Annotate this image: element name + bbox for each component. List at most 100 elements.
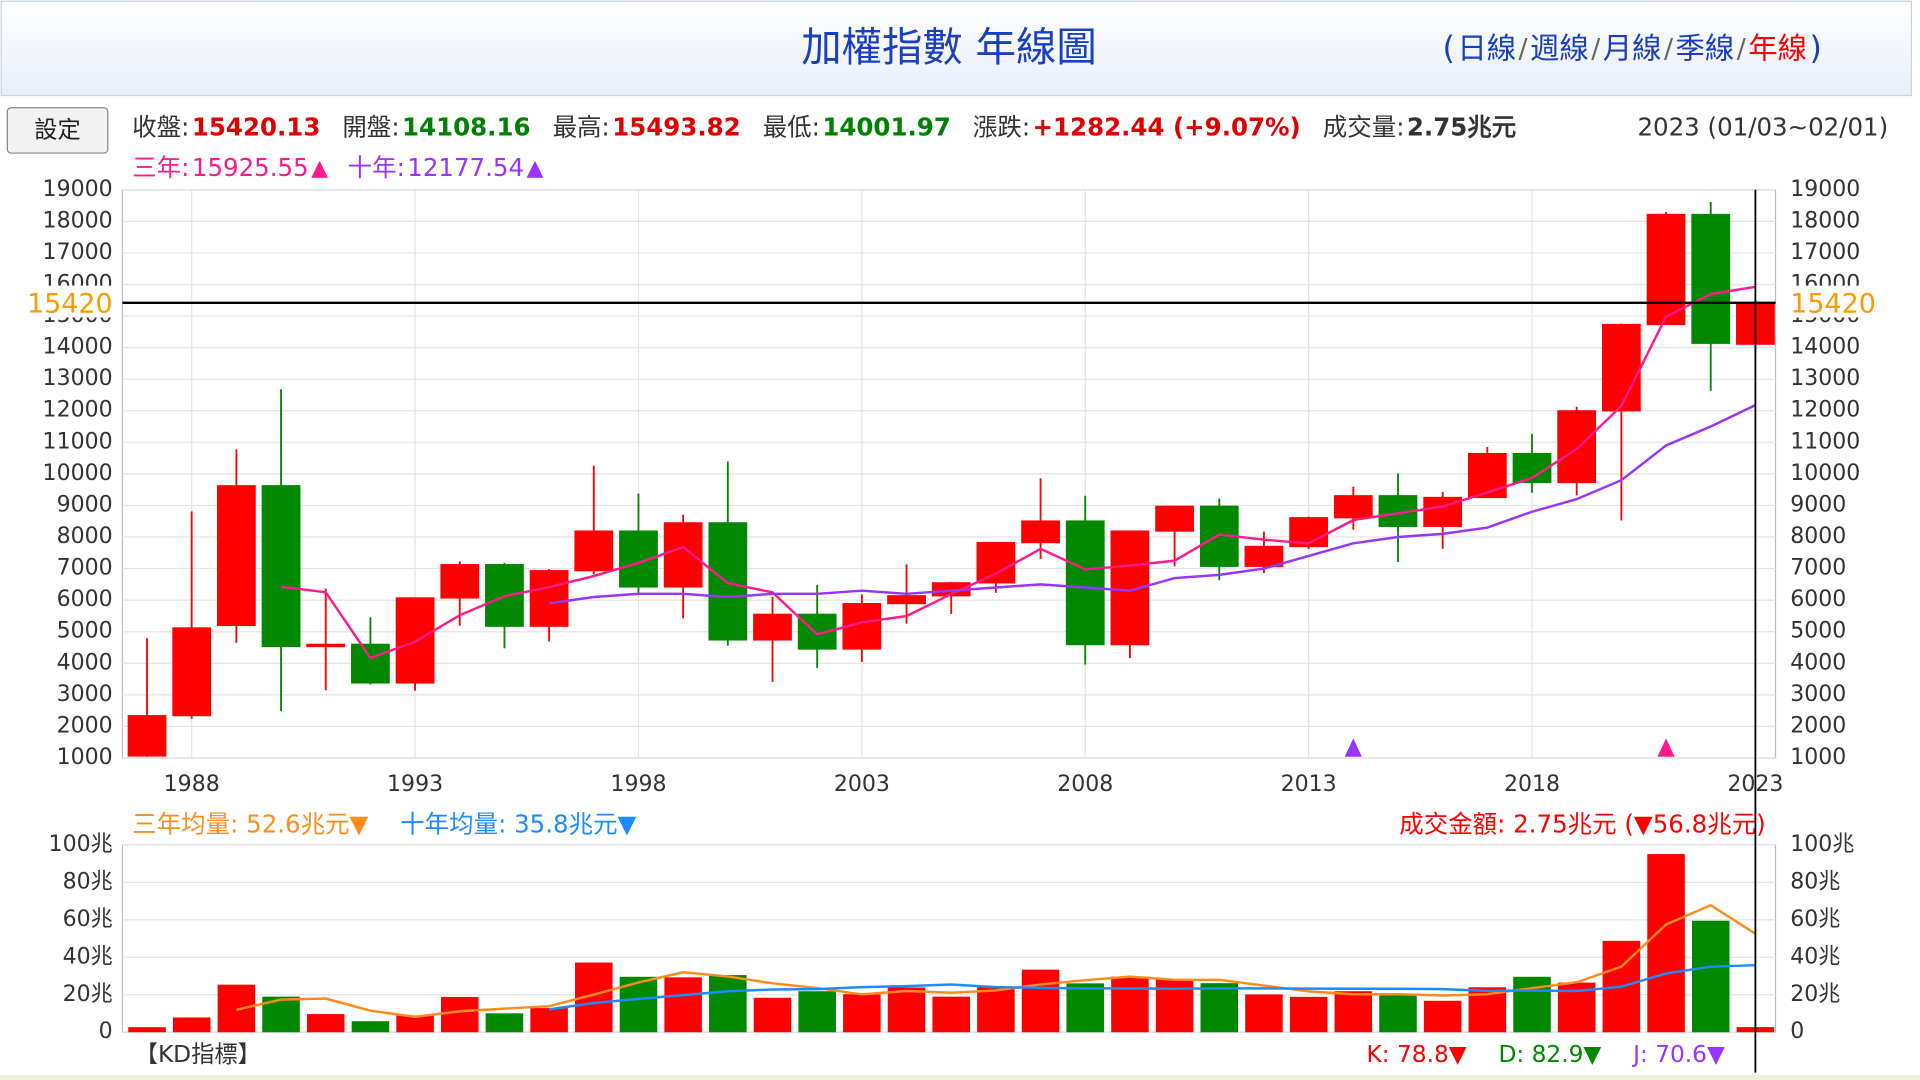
last-price-bg [1785,285,1884,318]
volume-bar [128,1027,166,1033]
separator: / [1737,34,1747,65]
volume-bar [977,987,1015,1033]
y2-tick-label: 20兆 [1790,982,1840,1007]
quote-label: 成交量: [1323,113,1405,142]
chart-title: 加權指數 年線圖 [801,23,1097,71]
signal-marker [1657,738,1675,757]
ma-label: 十年: [348,153,405,182]
period-link[interactable]: 月線 [1603,32,1662,66]
x-tick-label: 2003 [834,772,890,797]
volume-bar [1423,1000,1462,1033]
volume-bar [396,1015,434,1033]
volume-bar [753,997,792,1033]
y-tick-label: 3000 [57,682,113,707]
period-link[interactable]: 季線 [1676,32,1735,66]
candle-body [1467,452,1507,499]
candle-body [1691,213,1731,344]
candle-body [1333,495,1373,519]
settings-button[interactable] [6,107,109,154]
y2-tick-label: 19000 [1790,177,1860,202]
volume-bar [530,1008,568,1033]
volume-bar [1021,969,1060,1033]
period-link[interactable]: 週線 [1530,32,1589,66]
paren: ) [1810,29,1822,67]
y2-tick-label: 100兆 [1790,832,1854,857]
quote-label: 最高: [553,113,610,142]
x-tick-label: 2008 [1057,772,1113,797]
y2-tick-label: 14000 [1790,335,1860,360]
legend-label: 三年均量: 52.6兆元▼ [132,809,368,838]
volume-bar [1334,991,1373,1033]
signal-marker [1344,738,1362,757]
last-price-bg [22,285,118,318]
quote-value: 2.75兆元 [1407,113,1516,142]
y-tick-label: 5000 [57,619,113,644]
ma-value: 15925.55 [192,153,309,182]
y-tick-label: 17000 [43,240,113,265]
candle-body [663,522,703,588]
y2-tick-label: 40兆 [1790,944,1840,969]
settings-label[interactable]: 設定 [34,117,81,144]
quote-label: 開盤: [342,113,399,142]
volume-bar [440,997,479,1033]
moving-average [280,285,1756,660]
separator: / [1664,34,1674,65]
last-price-label: 15420 [1790,289,1876,320]
separator: / [1519,34,1529,65]
y2-tick-label: 4000 [1790,650,1846,675]
y-tick-label: 100兆 [49,832,113,857]
volume-bar [172,1017,211,1033]
volume-bar [843,994,881,1033]
kd-title: 【KD指標】 [135,1041,261,1068]
volume-bar [1155,979,1194,1033]
y2-tick-label: 18000 [1790,208,1860,233]
ma-arrow: ▲ [311,156,328,181]
period-link[interactable]: 日線 [1457,32,1516,66]
volume-bar [1245,994,1283,1033]
moving-average [548,404,1756,605]
volume-bar [306,1014,345,1033]
x-tick-label: 1993 [387,772,443,797]
quote-value: 14001.97 [822,113,950,142]
volume-bar [1289,996,1328,1033]
y2-tick-label: 2000 [1790,713,1846,738]
y-tick-label: 11000 [43,429,113,454]
ma-arrow: ▲ [526,156,543,181]
candle-body [574,530,614,572]
y-tick-label: 4000 [57,650,113,675]
date-range: 2023 (01/03~02/01) [1637,113,1888,142]
bottom-strip [0,1075,1920,1080]
quote-value: 15493.82 [612,113,740,142]
y2-tick-label: 9000 [1790,492,1846,517]
volume-bar [485,1013,524,1033]
kd-value: K: 78.8▼ [1367,1041,1467,1068]
candle-body [261,485,301,648]
quote-value: 15420.13 [192,113,320,142]
legend-label: 十年均量: 35.8兆元▼ [400,809,636,838]
y-tick-label: 6000 [57,587,113,612]
turnover-label: 成交金額: 2.75兆元 (▼56.8兆元) [1399,809,1765,838]
y-tick-label: 0 [99,1019,113,1044]
candle-body [1244,545,1284,567]
y2-tick-label: 6000 [1790,587,1846,612]
y-tick-label: 7000 [57,556,113,581]
ma-value: 12177.54 [407,153,524,182]
volume-bar [351,1021,390,1033]
y-tick-label: 10000 [43,461,113,486]
candle-body [708,522,748,641]
candle-body [887,595,926,605]
volume-bar [1379,994,1417,1033]
kd-value: D: 82.9▼ [1498,1041,1601,1068]
last-price-label: 15420 [27,289,113,320]
period-link[interactable]: 年線 [1748,32,1807,66]
y2-tick-label: 8000 [1790,524,1846,549]
y2-tick-label: 60兆 [1790,907,1840,932]
x-tick-label: 1988 [164,772,220,797]
volume-bar [1647,854,1685,1033]
y-tick-label: 12000 [43,398,113,423]
candle-body [351,643,390,684]
candle-body [440,564,480,599]
y2-tick-label: 80兆 [1790,869,1840,894]
volume-bar [1066,983,1105,1033]
x-tick-label: 2013 [1281,772,1337,797]
